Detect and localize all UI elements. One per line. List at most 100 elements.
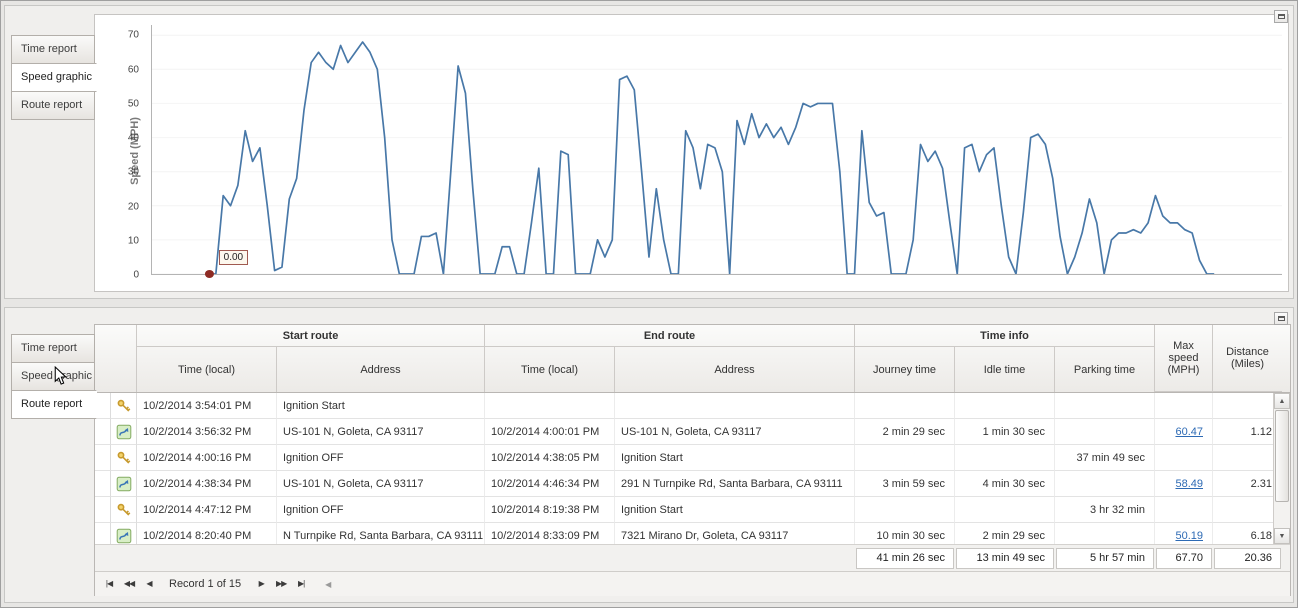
cell-parking-time [1055,471,1155,497]
column-header-end-address[interactable]: Address [615,347,855,392]
key-icon [116,502,132,518]
cell-journey-time: 10 min 30 sec [855,523,955,544]
hscroll-left-arrow-icon[interactable]: ◀ [325,579,332,589]
row-indicator [95,419,111,445]
vertical-scrollbar[interactable]: ▲ ▼ [1273,393,1290,544]
cell-parking-time [1055,419,1155,445]
scrollbar-thumb[interactable] [1275,410,1289,502]
scroll-down-icon[interactable]: ▼ [1274,528,1290,544]
cell-distance: 2.31 [1213,471,1282,497]
cell-idle-time [955,393,1055,419]
cell-icon [111,523,137,544]
table-row[interactable]: 10/2/2014 4:00:16 PM Ignition OFF 10/2/201… [95,445,1282,471]
table-row[interactable]: 10/2/2014 4:38:34 PM US-101 N, Goleta, CA… [95,471,1282,497]
table-row[interactable]: 10/2/2014 4:47:12 PM Ignition OFF 10/2/201… [95,497,1282,523]
summary-idle-time: 13 min 49 sec [956,547,1054,569]
cell-end-address: Ignition Start [615,497,855,523]
y-tick-label: 60 [127,64,139,76]
column-header-start-time[interactable]: Time (local) [137,347,277,392]
grid-rows: 10/2/2014 3:54:01 PM Ignition Start 10/2/2… [95,393,1282,544]
cell-idle-time: 1 min 30 sec [955,419,1055,445]
y-tick-label: 20 [127,201,139,212]
route-report-panel: Time report Speed graphic Route report Sta… [4,307,1294,603]
route-report-grid: Start route End route Time info Time (lo… [94,324,1291,596]
grid-body: 10/2/2014 3:54:01 PM Ignition Start 10/2/2… [95,393,1290,544]
tab-speed-graphic[interactable]: Speed graphic [11,362,95,391]
chart-plot-area[interactable]: 0.00 [151,25,1282,278]
cell-end-address: 291 N Turnpike Rd, Santa Barbara, CA 931… [615,471,855,497]
cell-distance: 6.18 [1213,523,1282,544]
nav-prev-button[interactable]: ◀ [146,579,152,588]
cell-start-time: 10/2/2014 4:38:34 PM [137,471,277,497]
y-tick-label: 70 [127,29,139,41]
cell-max-speed: 50.19 [1155,523,1213,544]
column-header-idle-time[interactable]: Idle time [955,347,1055,392]
cell-distance [1213,393,1282,419]
max-speed-link[interactable]: 50.19 [1175,529,1203,542]
summary-max-speed: 67.70 [1156,547,1212,569]
max-speed-link[interactable]: 60.47 [1175,425,1203,438]
cell-end-address: Ignition Start [615,445,855,471]
cell-icon [111,497,137,523]
cell-start-time: 10/2/2014 3:56:32 PM [137,419,277,445]
tab-route-report[interactable]: Route report [11,91,95,120]
grid-navigator: |◀ ◀◀ ◀ Record 1 of 15 ▶ ▶▶ ▶| ◀ [95,571,1290,596]
y-tick-label: 0 [133,269,139,281]
tab-speed-graphic[interactable]: Speed graphic [11,63,97,92]
column-header-start-address[interactable]: Address [277,347,485,392]
table-row[interactable]: 10/2/2014 8:20:40 PM N Turnpike Rd, Santa… [95,523,1282,544]
speed-chart: Speed (MPH) 0 10 20 30 40 50 60 70 0.00 [94,14,1289,292]
cell-distance [1213,497,1282,523]
column-header-journey-time[interactable]: Journey time [855,347,955,392]
column-header-end-time[interactable]: Time (local) [485,347,615,392]
cell-max-speed [1155,445,1213,471]
cell-icon [111,419,137,445]
collapse-button-bottom[interactable] [1274,312,1288,325]
speed-line-series [152,25,1282,274]
scrollbar-track[interactable] [1274,409,1290,528]
report-tabs-bottom: Time report Speed graphic Route report [11,334,101,419]
table-row[interactable]: 10/2/2014 3:54:01 PM Ignition Start [95,393,1282,419]
table-row[interactable]: 10/2/2014 3:56:32 PM US-101 N, Goleta, CA… [95,419,1282,445]
cell-end-address: 7321 Mirano Dr, Goleta, CA 93117 [615,523,855,544]
band-time-info[interactable]: Time info [855,325,1155,347]
cell-start-address: N Turnpike Rd, Santa Barbara, CA 93111 [277,523,485,544]
band-start-route[interactable]: Start route [137,325,485,347]
cell-end-time [485,393,615,419]
route-icon [116,528,132,544]
cell-start-address: US-101 N, Goleta, CA 93117 [277,471,485,497]
column-header-max-speed[interactable]: Max speed (MPH) [1155,325,1213,392]
nav-next-page-button[interactable]: ▶▶ [276,579,287,588]
scroll-up-icon[interactable]: ▲ [1274,393,1290,409]
cell-start-time: 10/2/2014 3:54:01 PM [137,393,277,419]
cell-end-address [615,393,855,419]
cell-distance [1213,445,1282,471]
y-tick-label: 40 [127,132,139,144]
cell-icon [111,393,137,419]
summary-distance: 20.36 [1214,547,1281,569]
band-end-route[interactable]: End route [485,325,855,347]
nav-prev-page-button[interactable]: ◀◀ [123,579,135,588]
cell-journey-time [855,497,955,523]
cell-idle-time: 2 min 29 sec [955,523,1055,544]
cell-parking-time: 3 hr 32 min [1055,497,1155,523]
cell-start-time: 10/2/2014 8:20:40 PM [137,523,277,544]
report-tabs-top: Time report Speed graphic Route report [11,35,101,120]
tab-time-report[interactable]: Time report [11,334,95,363]
nav-first-button[interactable]: |◀ [105,579,113,588]
tab-route-report[interactable]: Route report [11,390,97,419]
column-header-distance[interactable]: Distance (Miles) [1213,325,1282,392]
nav-last-button[interactable]: ▶| [298,579,305,588]
y-tick-label: 10 [127,235,139,247]
column-header-parking-time[interactable]: Parking time [1055,347,1155,392]
collapse-icon [1277,316,1285,321]
collapse-button-top[interactable] [1274,10,1288,23]
y-tick-label: 30 [127,166,139,178]
chart-start-marker [204,270,214,278]
cell-end-time: 10/2/2014 4:00:01 PM [485,419,615,445]
nav-next-button[interactable]: ▶ [258,579,265,588]
tab-time-report[interactable]: Time report [11,35,95,64]
max-speed-link[interactable]: 58.49 [1175,477,1203,490]
row-indicator [95,445,111,471]
